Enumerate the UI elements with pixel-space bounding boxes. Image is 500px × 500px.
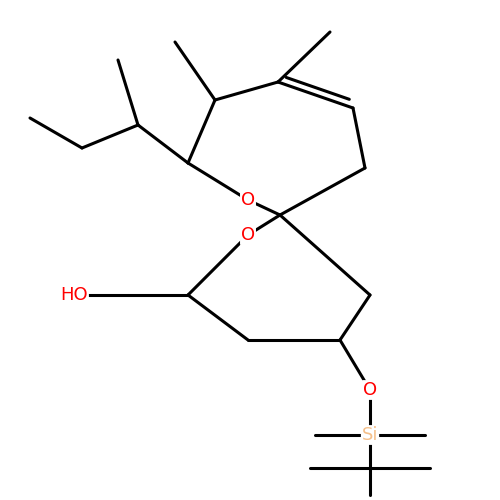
Text: O: O: [241, 226, 255, 244]
Text: O: O: [363, 381, 377, 399]
Text: HO: HO: [60, 286, 88, 304]
Text: O: O: [241, 191, 255, 209]
Text: Si: Si: [362, 426, 378, 444]
